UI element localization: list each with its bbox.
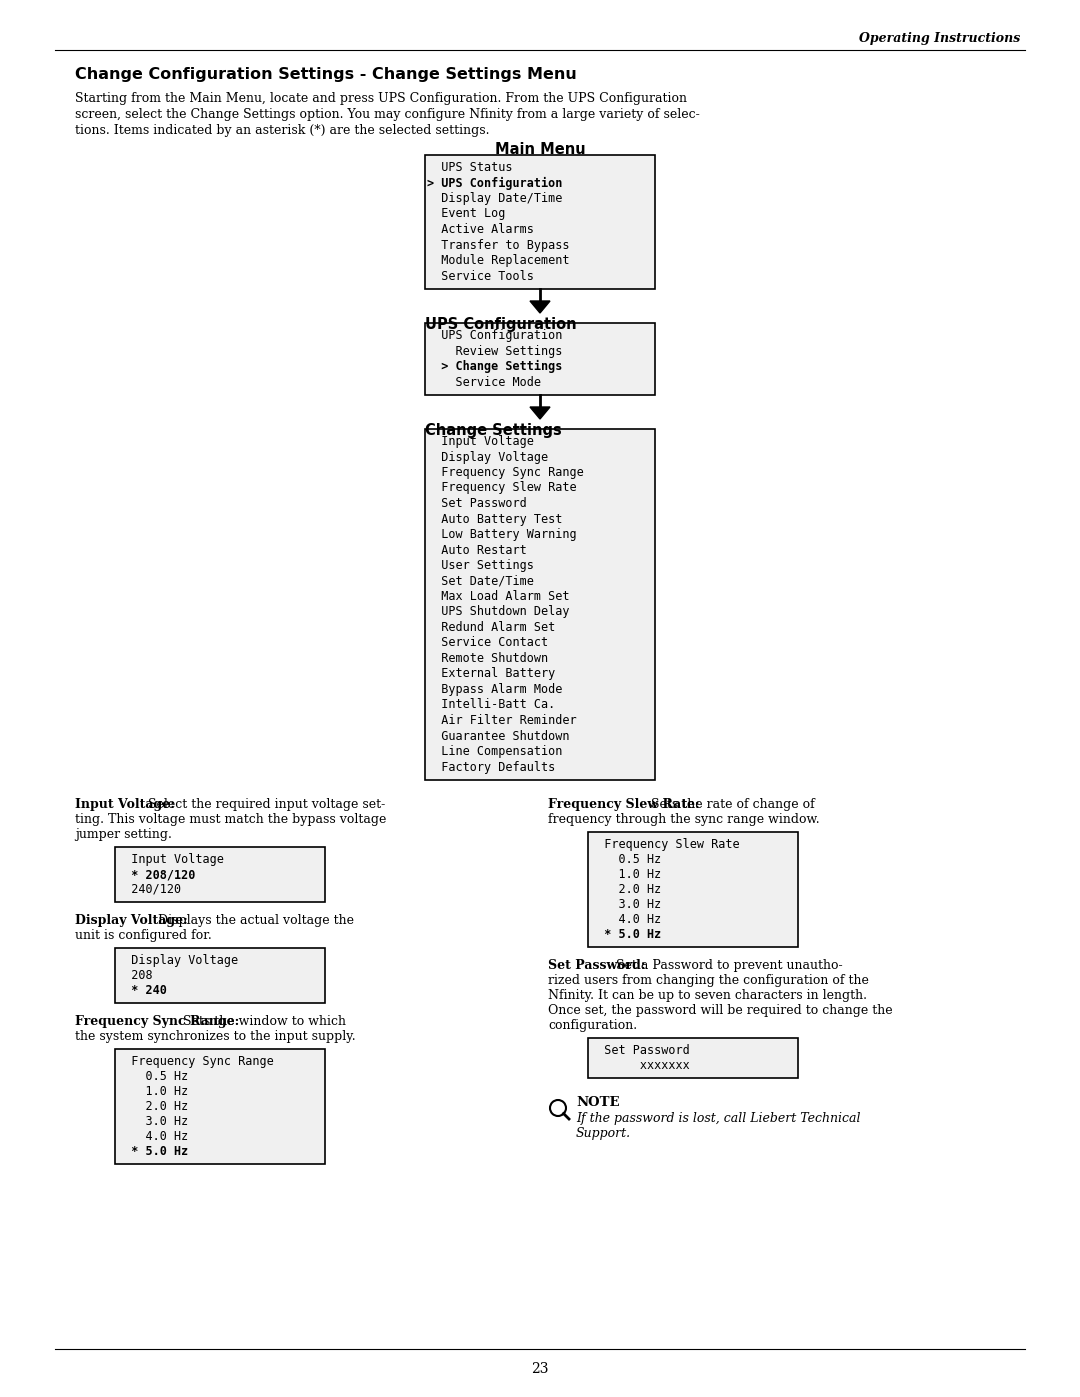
Text: * 208/120: * 208/120 (117, 868, 195, 882)
Text: Operating Instructions: Operating Instructions (859, 32, 1020, 45)
Text: 208: 208 (117, 970, 152, 982)
Text: Event Log: Event Log (427, 208, 505, 221)
Text: Guarantee Shutdown: Guarantee Shutdown (427, 729, 569, 742)
Text: tions. Items indicated by an asterisk (*) are the selected settings.: tions. Items indicated by an asterisk (*… (75, 124, 489, 137)
Bar (114, 949, 325, 1003)
Text: * 240: * 240 (117, 983, 167, 997)
Text: Active Alarms: Active Alarms (427, 224, 534, 236)
Text: 2.0 Hz: 2.0 Hz (117, 1099, 188, 1113)
Text: Frequency Slew Rate: Frequency Slew Rate (590, 838, 740, 851)
Text: 23: 23 (531, 1362, 549, 1376)
Text: > Change Settings: > Change Settings (427, 360, 563, 373)
Text: Frequency Sync Range: Frequency Sync Range (427, 467, 584, 479)
Text: Change Configuration Settings - Change Settings Menu: Change Configuration Settings - Change S… (75, 67, 577, 82)
Text: Display Date/Time: Display Date/Time (427, 191, 563, 205)
Text: Display Voltage: Display Voltage (117, 954, 238, 967)
Text: UPS Configuration: UPS Configuration (426, 317, 577, 332)
Text: 0.5 Hz: 0.5 Hz (590, 854, 661, 866)
Text: Service Contact: Service Contact (427, 637, 549, 650)
Text: Set Password:: Set Password: (548, 958, 646, 972)
Text: Remote Shutdown: Remote Shutdown (427, 652, 549, 665)
Text: Set Password: Set Password (427, 497, 527, 510)
Text: Max Load Alarm Set: Max Load Alarm Set (427, 590, 569, 604)
Text: the system synchronizes to the input supply.: the system synchronizes to the input sup… (75, 1030, 355, 1044)
Text: Display Voltage: Display Voltage (427, 450, 549, 464)
Text: Air Filter Reminder: Air Filter Reminder (427, 714, 577, 726)
Text: Review Settings: Review Settings (427, 345, 563, 358)
Text: NOTE: NOTE (576, 1097, 620, 1109)
Text: Displays the actual voltage the: Displays the actual voltage the (154, 914, 354, 928)
Text: Input Voltage: Input Voltage (427, 434, 534, 448)
Text: Once set, the password will be required to change the: Once set, the password will be required … (548, 1004, 893, 1017)
Text: * 5.0 Hz: * 5.0 Hz (117, 1146, 188, 1158)
Text: ting. This voltage must match the bypass voltage: ting. This voltage must match the bypass… (75, 813, 387, 826)
Text: User Settings: User Settings (427, 559, 534, 571)
Text: 3.0 Hz: 3.0 Hz (117, 1115, 188, 1127)
Text: Main Menu: Main Menu (495, 142, 585, 156)
Text: frequency through the sync range window.: frequency through the sync range window. (548, 813, 820, 826)
Bar (114, 847, 325, 902)
Text: Redund Alarm Set: Redund Alarm Set (427, 622, 555, 634)
Text: Change Settings: Change Settings (426, 423, 562, 439)
Text: Display Voltage:: Display Voltage: (75, 914, 188, 928)
Text: Support.: Support. (576, 1127, 631, 1140)
Text: Frequency Sync Range: Frequency Sync Range (117, 1055, 273, 1067)
Text: * 5.0 Hz: * 5.0 Hz (590, 928, 661, 942)
Text: Set Password: Set Password (590, 1044, 690, 1058)
Text: 1.0 Hz: 1.0 Hz (117, 1085, 188, 1098)
Polygon shape (530, 300, 550, 313)
Text: 4.0 Hz: 4.0 Hz (117, 1130, 188, 1143)
Text: > UPS Configuration: > UPS Configuration (427, 176, 563, 190)
Text: xxxxxxx: xxxxxxx (590, 1059, 690, 1071)
Text: Input Voltage: Input Voltage (117, 854, 224, 866)
Text: External Battery: External Battery (427, 668, 555, 680)
Text: 2.0 Hz: 2.0 Hz (590, 883, 661, 895)
Text: UPS Shutdown Delay: UPS Shutdown Delay (427, 605, 569, 619)
Text: screen, select the Change Settings option. You may configure Nfinity from a larg: screen, select the Change Settings optio… (75, 108, 700, 122)
Bar (426, 429, 654, 780)
Text: Auto Battery Test: Auto Battery Test (427, 513, 563, 525)
Bar (588, 1038, 798, 1078)
Text: Nfinity. It can be up to seven characters in length.: Nfinity. It can be up to seven character… (548, 989, 867, 1002)
Text: Set a Password to prevent unautho-: Set a Password to prevent unautho- (612, 958, 843, 972)
Text: Low Battery Warning: Low Battery Warning (427, 528, 577, 541)
Text: 4.0 Hz: 4.0 Hz (590, 914, 661, 926)
Text: rized users from changing the configuration of the: rized users from changing the configurat… (548, 974, 869, 988)
Text: Sets the window to which: Sets the window to which (179, 1016, 346, 1028)
Text: Bypass Alarm Mode: Bypass Alarm Mode (427, 683, 563, 696)
Text: 240/120: 240/120 (117, 883, 181, 895)
Text: UPS Status: UPS Status (427, 161, 513, 175)
Text: Frequency Sync Range:: Frequency Sync Range: (75, 1016, 240, 1028)
Text: Frequency Slew Rate:: Frequency Slew Rate: (548, 798, 700, 812)
Text: configuration.: configuration. (548, 1018, 637, 1032)
Text: Auto Restart: Auto Restart (427, 543, 527, 556)
Text: 0.5 Hz: 0.5 Hz (117, 1070, 188, 1083)
Bar (426, 155, 654, 289)
Text: Factory Defaults: Factory Defaults (427, 760, 555, 774)
Text: Sets the rate of change of: Sets the rate of change of (647, 798, 814, 812)
Text: If the password is lost, call Liebert Technical: If the password is lost, call Liebert Te… (576, 1112, 861, 1125)
Text: Frequency Slew Rate: Frequency Slew Rate (427, 482, 577, 495)
Text: unit is configured for.: unit is configured for. (75, 929, 212, 942)
Text: Set Date/Time: Set Date/Time (427, 574, 534, 588)
Text: Service Tools: Service Tools (427, 270, 534, 282)
Text: 1.0 Hz: 1.0 Hz (590, 868, 661, 882)
Text: Starting from the Main Menu, locate and press UPS Configuration. From the UPS Co: Starting from the Main Menu, locate and … (75, 92, 687, 105)
Text: Input Voltage:: Input Voltage: (75, 798, 175, 812)
Bar (426, 323, 654, 395)
Text: Module Replacement: Module Replacement (427, 254, 569, 267)
Polygon shape (530, 407, 550, 419)
Text: Transfer to Bypass: Transfer to Bypass (427, 239, 569, 251)
Text: Service Mode: Service Mode (427, 376, 541, 388)
Bar (114, 1049, 325, 1164)
Text: Select the required input voltage set-: Select the required input voltage set- (145, 798, 386, 812)
Text: Line Compensation: Line Compensation (427, 745, 563, 759)
Text: 3.0 Hz: 3.0 Hz (590, 898, 661, 911)
Text: UPS Configuration: UPS Configuration (427, 330, 563, 342)
Bar (588, 833, 798, 947)
Text: Intelli-Batt Ca.: Intelli-Batt Ca. (427, 698, 555, 711)
Text: jumper setting.: jumper setting. (75, 828, 172, 841)
